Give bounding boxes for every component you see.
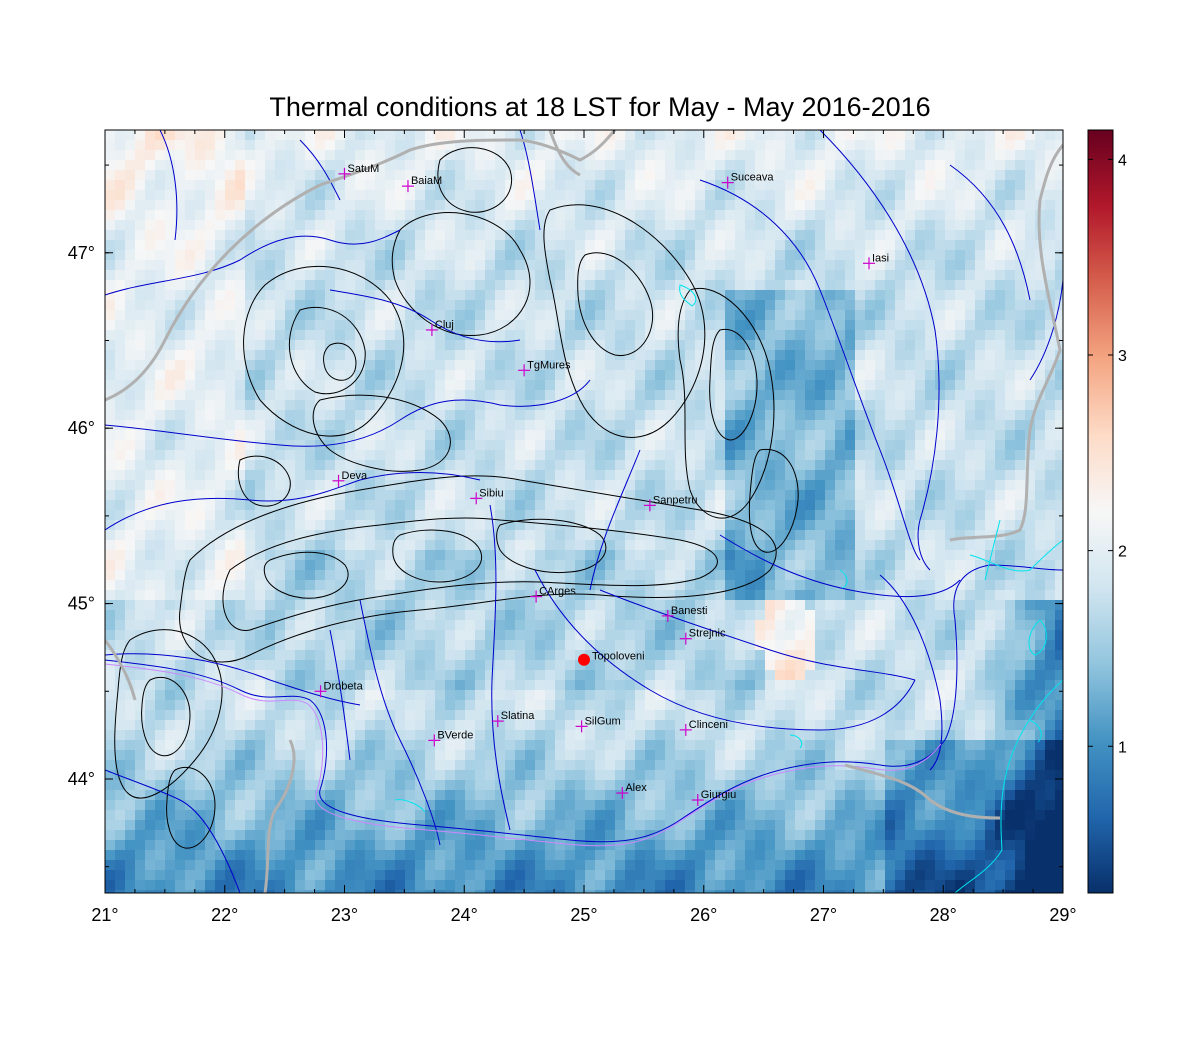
city-label: Drobeta bbox=[324, 680, 364, 692]
city-marker: Slatina bbox=[491, 710, 536, 728]
highlight-point: Topoloveni bbox=[578, 651, 645, 666]
city-marker: BVerde bbox=[428, 729, 473, 747]
city-label: TgMures bbox=[527, 359, 571, 371]
city-marker: Deva bbox=[332, 470, 369, 487]
lat-tick-label: 44° bbox=[68, 769, 95, 789]
city-label: Alex bbox=[625, 782, 647, 794]
colorbar-tick-label: 2 bbox=[1118, 544, 1127, 561]
city-label: BVerde bbox=[437, 729, 473, 741]
colorbar-gradient bbox=[1087, 129, 1114, 894]
city-label: BaiaM bbox=[411, 175, 442, 187]
colorbar-tick-label: 3 bbox=[1118, 348, 1127, 365]
city-label: Slatina bbox=[501, 710, 536, 722]
lon-tick-label: 22° bbox=[211, 905, 238, 925]
national-borders bbox=[105, 130, 1063, 893]
city-marker: Alex bbox=[616, 782, 647, 800]
city-label: Cluj bbox=[435, 319, 454, 331]
city-label: Giurgiu bbox=[701, 789, 736, 801]
lon-tick-label: 27° bbox=[810, 905, 837, 925]
lon-tick-label: 26° bbox=[690, 905, 717, 925]
thermal-field bbox=[105, 130, 1063, 893]
city-marker: SilGum bbox=[575, 715, 621, 733]
rivers bbox=[105, 130, 1063, 893]
city-label: Iasi bbox=[872, 252, 889, 264]
map-area bbox=[105, 130, 1063, 893]
city-markers: SatuM BaiaM Suceava Iasi Cluj TgMures Deva Sibi… bbox=[314, 163, 889, 807]
city-marker: CArges bbox=[530, 586, 576, 603]
highlight-dot bbox=[578, 653, 590, 666]
map-axes: 21° 22° 23° 24° 25° 26° 27° 28° 29° 44° 45° 46° 47° bbox=[68, 130, 1077, 925]
city-marker: BaiaM bbox=[401, 175, 442, 193]
colorbar-tick-label: 4 bbox=[1118, 152, 1127, 169]
lon-tick-label: 29° bbox=[1049, 905, 1076, 925]
city-marker: TgMures bbox=[518, 359, 571, 377]
city-label: Sanpetru bbox=[653, 494, 698, 506]
elevation-contours bbox=[114, 147, 799, 849]
city-label: Clinceni bbox=[689, 719, 728, 731]
lon-tick-label: 23° bbox=[331, 905, 358, 925]
city-marker: Clinceni bbox=[679, 719, 728, 736]
city-label: Suceava bbox=[731, 172, 775, 184]
lat-tick-label: 45° bbox=[68, 594, 95, 614]
colorbar-tick-label: 1 bbox=[1118, 739, 1127, 756]
highlight-label: Topoloveni bbox=[592, 651, 645, 663]
city-marker: Drobeta bbox=[314, 680, 364, 698]
city-marker: Sibiu bbox=[470, 487, 504, 505]
lon-tick-label: 21° bbox=[91, 905, 118, 925]
city-marker: Iasi bbox=[863, 252, 889, 270]
colorbar: 1 2 3 4 bbox=[1087, 129, 1127, 894]
city-label: Strejnic bbox=[689, 628, 726, 640]
city-marker: Cluj bbox=[425, 319, 454, 336]
city-label: SatuM bbox=[348, 163, 380, 175]
lon-tick-label: 28° bbox=[930, 905, 957, 925]
city-marker: SatuM bbox=[338, 163, 380, 180]
city-marker: Sanpetru bbox=[643, 494, 698, 512]
city-label: Sibiu bbox=[479, 487, 503, 499]
city-marker: Giurgiu bbox=[691, 789, 736, 807]
city-label: SilGum bbox=[585, 715, 621, 727]
map-title: Thermal conditions at 18 LST for May - M… bbox=[269, 92, 931, 122]
lon-tick-label: 25° bbox=[570, 905, 597, 925]
lat-tick-label: 46° bbox=[68, 418, 95, 438]
city-label: CArges bbox=[539, 586, 576, 598]
colorbar-ticks: 1 2 3 4 bbox=[1088, 152, 1127, 756]
lon-tick-label: 24° bbox=[451, 905, 478, 925]
city-marker: Strejnic bbox=[679, 628, 726, 645]
danube-river bbox=[105, 564, 1063, 847]
lat-tick-label: 47° bbox=[68, 243, 95, 263]
city-label: Banesti bbox=[671, 605, 708, 617]
city-label: Deva bbox=[342, 470, 369, 482]
coastline-lakes bbox=[394, 284, 1063, 893]
city-marker: Suceava bbox=[721, 172, 775, 189]
city-marker: Banesti bbox=[661, 605, 708, 622]
